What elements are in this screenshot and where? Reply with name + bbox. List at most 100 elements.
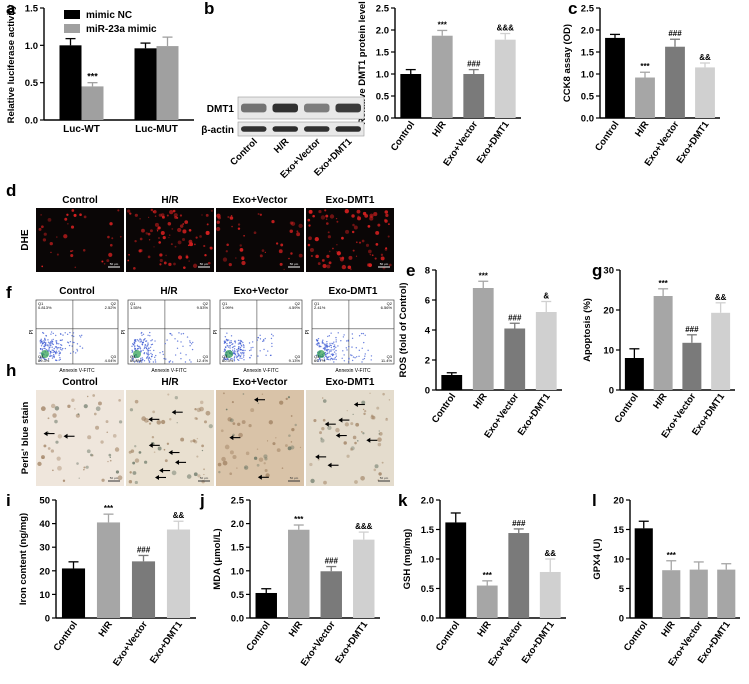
dhe-signal [298, 223, 303, 229]
dhe-signal [195, 236, 198, 239]
flow-event [150, 358, 152, 360]
flow-event [131, 345, 133, 348]
y-tick-label-c: 1.0 [581, 70, 594, 81]
dhe-signal [188, 260, 190, 262]
flow-event [150, 340, 152, 342]
dhe-signal [103, 262, 106, 265]
flow-event [169, 332, 171, 335]
dhe-signal [315, 254, 319, 259]
perls-deposit [132, 471, 137, 475]
dhe-signal [308, 209, 313, 214]
x-tick-label-j: Control [244, 619, 272, 653]
quadrant-label: Q2 [295, 301, 301, 306]
y-tick-label-c: 2.5 [581, 4, 595, 15]
flow-event [50, 331, 53, 333]
perls-deposit [378, 432, 383, 436]
dhe-signal [141, 228, 145, 233]
perls-deposit [190, 440, 193, 443]
flow-event [52, 355, 55, 358]
flow-event [145, 346, 147, 348]
dhe-signal [203, 244, 206, 248]
flow-event [56, 352, 58, 354]
perls-deposit [151, 435, 155, 439]
dhe-signal [101, 260, 104, 263]
perls-deposit [232, 422, 236, 425]
dhe-signal [139, 218, 141, 220]
perls-deposit [360, 430, 363, 433]
dhe-signal [230, 214, 233, 217]
dhe-signal [163, 261, 167, 265]
dhe-signal [64, 217, 68, 221]
perls-deposit [203, 468, 205, 471]
dhe-signal [70, 250, 73, 253]
flow-event [234, 353, 237, 355]
perls-deposit [62, 479, 66, 482]
quadrant-value: 80.3% [222, 358, 234, 363]
dhe-signal [117, 209, 120, 212]
flow-event [66, 333, 69, 336]
x-tick-label-j: Exo+DMT1 [333, 619, 370, 666]
bar-e [441, 375, 463, 390]
flow-event [163, 357, 165, 360]
perls-deposit [86, 395, 89, 398]
flow-event [176, 340, 179, 342]
y-tick-label-k: 2.0 [421, 496, 434, 507]
dhe-signal [387, 235, 390, 238]
flow-event [327, 356, 330, 358]
perls-deposit [85, 465, 89, 469]
flow-event [351, 346, 353, 348]
dhe-signal [347, 265, 352, 270]
bar-k [508, 533, 530, 618]
flow-event [138, 347, 140, 350]
blot-lane-label: H/R [272, 136, 291, 155]
perls-deposit [193, 472, 198, 477]
perls-deposit [109, 459, 112, 462]
dhe-signal [227, 215, 230, 219]
flow-event [242, 344, 245, 346]
flow-event [52, 343, 55, 346]
flow-event [345, 347, 348, 349]
perls-deposit [242, 393, 245, 395]
quadrant-label: Q1 [38, 301, 44, 306]
dhe-signal [373, 212, 378, 217]
quadrant-label: Q1 [130, 301, 136, 306]
dhe-image [36, 208, 124, 272]
flow-event [147, 354, 149, 356]
y-tick-label-b: 1.5 [376, 48, 390, 59]
flow-event [326, 350, 328, 352]
flow-event [47, 358, 50, 360]
flow-event [137, 340, 140, 342]
dhe-signal [375, 242, 379, 246]
flow-event [79, 335, 81, 337]
flow-event [315, 339, 318, 341]
flow-event [136, 339, 139, 341]
flow-event [178, 332, 180, 334]
flow-event [142, 349, 144, 352]
chart-e: 0 2 4 6 8 ROS (fold of Control) Control *** H/R #… [398, 266, 562, 440]
flow-event [343, 334, 345, 336]
dhe-signal [157, 226, 161, 230]
bar-g [624, 358, 644, 390]
dhe-signal [179, 224, 184, 228]
flow-event [324, 355, 327, 357]
perls-deposit [222, 392, 225, 395]
dhe-signal [47, 218, 52, 222]
perls-deposit [52, 469, 54, 472]
y-tick-label-l: 15 [613, 525, 624, 536]
perls-deposit [52, 413, 57, 418]
flow-event [324, 349, 326, 351]
dhe-signal [153, 209, 157, 214]
flow-event [174, 338, 176, 340]
significance-k: *** [483, 571, 493, 580]
x-tick-label-l: Control [622, 619, 650, 653]
flow-event [333, 361, 335, 363]
dhe-signal [349, 268, 352, 271]
bar-c [695, 67, 715, 118]
blot-band [272, 103, 298, 113]
flow-event [240, 340, 242, 342]
perls-deposit [385, 418, 389, 421]
flow-event [40, 338, 42, 341]
bar-a [156, 46, 179, 120]
flow-event [243, 345, 245, 347]
flow-event [58, 352, 61, 355]
